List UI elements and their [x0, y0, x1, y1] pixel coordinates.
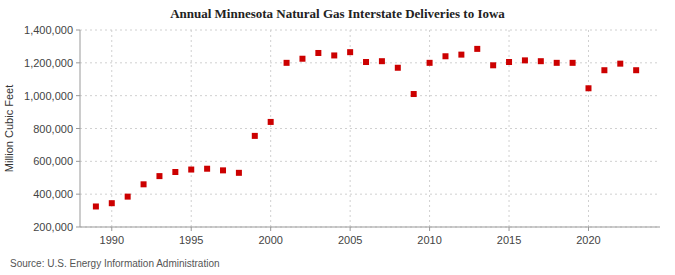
y-grid-line	[80, 30, 660, 31]
x-tick-label: 2000	[258, 234, 282, 246]
y-grid-line	[80, 95, 660, 96]
point	[427, 60, 433, 66]
point	[156, 173, 162, 179]
y-tick-label: 600,000	[33, 155, 73, 167]
point	[442, 53, 448, 59]
point	[188, 167, 194, 173]
y-tick-label: 1,200,000	[24, 57, 73, 69]
x-tick-label: 1995	[179, 234, 203, 246]
point	[236, 170, 242, 176]
point	[601, 67, 607, 73]
point	[284, 60, 290, 66]
point	[299, 56, 305, 62]
y-tick	[76, 161, 80, 162]
point	[617, 61, 623, 67]
chart-container: Annual Minnesota Natural Gas Interstate …	[0, 0, 675, 275]
point	[268, 119, 274, 125]
point	[220, 167, 226, 173]
x-tick	[429, 227, 430, 231]
point	[538, 58, 544, 64]
point	[331, 52, 337, 58]
point	[315, 50, 321, 56]
y-tick-label: 400,000	[33, 188, 73, 200]
y-axis-line	[80, 30, 81, 227]
point	[109, 200, 115, 206]
y-axis-label: Million Cubic Feet	[3, 85, 15, 172]
point	[395, 65, 401, 71]
x-grid-line	[111, 30, 112, 227]
point	[522, 57, 528, 63]
y-tick	[76, 95, 80, 96]
y-tick-label: 1,400,000	[24, 24, 73, 36]
y-grid-line	[80, 194, 660, 195]
x-grid-line	[270, 30, 271, 227]
y-grid-line	[80, 227, 660, 228]
point	[633, 67, 639, 73]
x-axis-line	[80, 227, 660, 228]
x-grid-line	[350, 30, 351, 227]
x-tick	[270, 227, 271, 231]
chart: Annual Minnesota Natural Gas Interstate …	[0, 0, 675, 275]
point	[93, 203, 99, 209]
y-grid-line	[80, 161, 660, 162]
annotation: Source: U.S. Energy Information Administ…	[10, 258, 220, 269]
point	[490, 62, 496, 68]
point	[172, 169, 178, 175]
x-tick-label: 2010	[417, 234, 441, 246]
point	[379, 58, 385, 64]
y-tick-label: 800,000	[33, 123, 73, 135]
point	[554, 60, 560, 66]
point	[411, 91, 417, 97]
x-tick	[191, 227, 192, 231]
x-grid-line	[429, 30, 430, 227]
axes: 200,000 400,000 600,000 800,000 1,000,000 1,2…	[24, 24, 660, 246]
x-tick	[588, 227, 589, 231]
point	[347, 49, 353, 55]
point	[204, 166, 210, 172]
point	[458, 52, 464, 58]
x-tick-label: 2020	[576, 234, 600, 246]
y-tick	[76, 128, 80, 129]
y-tick	[76, 227, 80, 228]
marks	[93, 46, 639, 210]
y-tick-label: 1,000,000	[24, 90, 73, 102]
y-tick-label: 200,000	[33, 221, 73, 233]
y-tick	[76, 30, 80, 31]
point	[506, 59, 512, 65]
grid	[80, 30, 660, 227]
x-grid-line	[191, 30, 192, 227]
x-grid-line	[588, 30, 589, 227]
y-tick	[76, 62, 80, 63]
x-tick	[509, 227, 510, 231]
y-tick	[76, 194, 80, 195]
x-tick	[111, 227, 112, 231]
point	[141, 181, 147, 187]
y-grid-line	[80, 128, 660, 129]
point	[125, 194, 131, 200]
x-tick-label: 2015	[497, 234, 521, 246]
point	[252, 133, 258, 139]
point	[363, 59, 369, 65]
x-tick-label: 2005	[338, 234, 362, 246]
point	[474, 46, 480, 52]
point	[570, 60, 576, 66]
title: Annual Minnesota Natural Gas Interstate …	[170, 6, 505, 21]
x-tick-label: 1990	[100, 234, 124, 246]
x-tick	[350, 227, 351, 231]
point	[585, 85, 591, 91]
